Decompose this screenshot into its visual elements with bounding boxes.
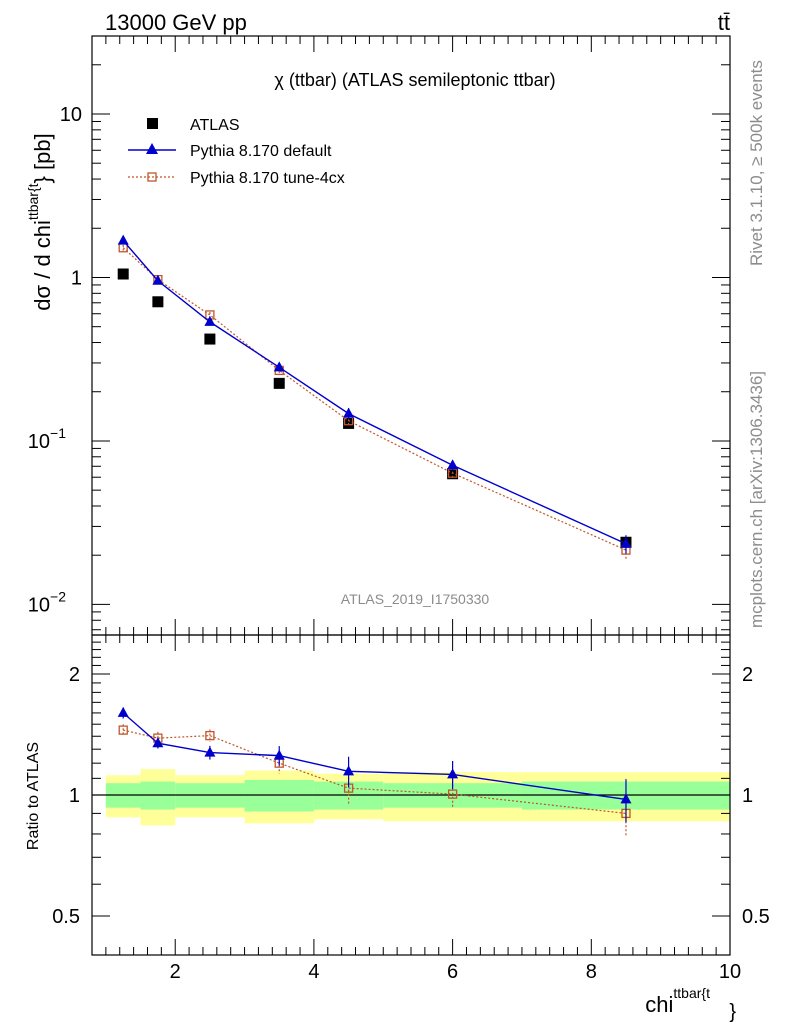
x-axis-label-close: } xyxy=(729,1001,736,1023)
plot-title: χ (ttbar) (ATLAS semileptonic ttbar) xyxy=(274,70,555,90)
svg-text:dσ / d chittbar{t} [pb]: dσ / d chittbar{t} [pb] xyxy=(25,133,55,310)
default-point xyxy=(152,274,164,285)
analysis-watermark: ATLAS_2019_I1750330 xyxy=(341,591,490,607)
default-point xyxy=(447,459,459,470)
energy-label: 13000 GeV pp xyxy=(105,10,247,35)
ratio-default-point xyxy=(447,768,459,779)
ratio-y-tick-label-left: 1 xyxy=(69,785,80,807)
main-plot-frame xyxy=(91,35,731,636)
main-ylabel: dσ / d chittbar{t} [pb] xyxy=(25,133,55,310)
atlas-data-point xyxy=(204,333,216,345)
ratio-default-point xyxy=(343,765,355,776)
legend-label-default: Pythia 8.170 default xyxy=(190,143,332,160)
legend-marker-tune xyxy=(147,172,157,182)
process-label: tt̄ xyxy=(718,10,730,35)
legend-marker-default xyxy=(146,143,158,154)
x-axis-label-main: chi xyxy=(645,992,673,1017)
legend-label-atlas: ATLAS xyxy=(190,117,240,134)
rivet-label: Rivet 3.1.10, ≥ 500k events xyxy=(747,60,766,266)
default-point xyxy=(620,537,632,548)
ratio-tune-4cx-point xyxy=(447,789,458,799)
ratio-y-tick-label-right: 1 xyxy=(742,785,753,807)
ratio-y-tick-label-left: 0.5 xyxy=(52,906,80,928)
x-axis-label-sup: ttbar{t xyxy=(673,985,710,1001)
ratio-default-point xyxy=(117,706,129,717)
main-ylabel-text: dσ / d chi xyxy=(30,220,55,311)
ratio-y-tick-label-right: 0.5 xyxy=(742,906,770,928)
ratio-default-point xyxy=(273,749,285,760)
svg-text:chittbar{t: chittbar{t xyxy=(645,985,710,1017)
default-point xyxy=(273,361,285,372)
ratio-y-tick-label-right: 2 xyxy=(742,664,753,686)
ratio-ylabel: Ratio to ATLAS xyxy=(25,742,42,850)
main-y-tick-label: 1 xyxy=(71,267,82,289)
main-y-tick-label: 10 xyxy=(60,104,82,126)
ratio-default-point xyxy=(204,746,216,757)
x-axis-label: chittbar{t } xyxy=(645,985,736,1023)
ratio-default-point xyxy=(620,793,632,804)
main-y-tick-label: 10−2 xyxy=(28,588,66,616)
ratio-plot: 2 4 6 8 10 0.5 0.5 1 1 2 2 xyxy=(52,634,770,983)
atlas-data-point xyxy=(152,296,164,308)
default-point xyxy=(204,315,216,326)
main-ylabel-unit: } [pb] xyxy=(30,133,55,183)
mcplots-label: mcplots.cern.ch [arXiv:1306.3436] xyxy=(747,371,766,628)
legend-marker-atlas xyxy=(147,118,158,129)
ratio-tune-4cx-point xyxy=(118,725,128,735)
tune-4cx-line xyxy=(122,247,627,551)
ratio-default-point xyxy=(152,737,164,748)
x-tick-label: 8 xyxy=(586,961,597,983)
atlas-data-point xyxy=(273,377,285,389)
legend: ATLAS Pythia 8.170 default Pythia 8.170 … xyxy=(128,117,345,187)
x-tick-label: 4 xyxy=(308,961,319,983)
ratio-tune-4cx-point xyxy=(205,730,215,741)
default-line xyxy=(122,240,627,545)
x-tick-label: 10 xyxy=(719,961,741,983)
default-point xyxy=(343,407,355,418)
x-tick-label: 6 xyxy=(447,961,458,983)
main-ylabel-sup: ttbar{t xyxy=(25,183,41,220)
ratio-band-inner xyxy=(244,779,314,812)
atlas-data-point xyxy=(117,268,129,280)
main-y-tick-label: 10−1 xyxy=(28,425,66,453)
x-tick-label: 2 xyxy=(170,961,181,983)
default-point xyxy=(117,234,129,245)
legend-label-tune: Pythia 8.170 tune-4cx xyxy=(190,170,345,187)
ratio-y-tick-label-left: 2 xyxy=(69,664,80,686)
